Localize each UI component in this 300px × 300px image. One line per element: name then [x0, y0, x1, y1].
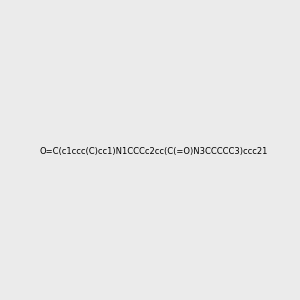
Text: O=C(c1ccc(C)cc1)N1CCCc2cc(C(=O)N3CCCCC3)ccc21: O=C(c1ccc(C)cc1)N1CCCc2cc(C(=O)N3CCCCC3)…: [40, 147, 268, 156]
